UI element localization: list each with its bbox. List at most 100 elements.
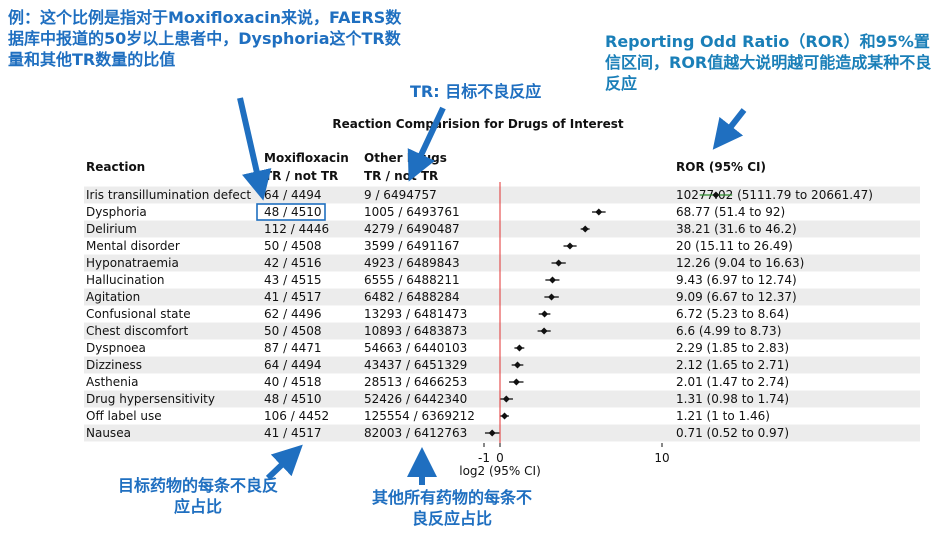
- point-estimate: [540, 327, 548, 335]
- x-axis: -1 0 10: [478, 443, 670, 465]
- drug-ratio: 48 / 4510: [264, 205, 321, 219]
- example-annotation: 例：这个比例是指对于Moxifloxacin来说，FAERS数据库中报道的50岁…: [8, 8, 402, 69]
- tr-annotation: TR: 目标不良反应: [410, 82, 542, 101]
- header-other: Other Drugs: [364, 151, 447, 165]
- reaction-label: Nausea: [86, 426, 131, 440]
- row-stripe: [84, 356, 920, 374]
- ror-value: 2.01 (1.47 to 2.74): [676, 375, 789, 389]
- reaction-label: Confusional state: [86, 307, 191, 321]
- reaction-label: Iris transillumination defect: [86, 188, 251, 202]
- point-estimate: [501, 412, 509, 420]
- chart-title: Reaction Comparision for Drugs of Intere…: [332, 117, 624, 131]
- row-stripe: [84, 254, 920, 272]
- row-stripe: [84, 322, 920, 340]
- drug-ratio: 41 / 4517: [264, 426, 321, 440]
- other-ratio: 54663 / 6440103: [364, 341, 467, 355]
- header-drug: Moxifloxacin: [264, 151, 349, 165]
- point-estimate: [513, 361, 521, 369]
- point-estimate: [512, 378, 520, 386]
- ror-value: 6.72 (5.23 to 8.64): [676, 307, 789, 321]
- drug-ratio: 50 / 4508: [264, 324, 321, 338]
- other-ratio: 82003 / 6412763: [364, 426, 467, 440]
- reaction-label: Drug hypersensitivity: [86, 392, 215, 406]
- arrow-to-drug-column: [265, 444, 303, 481]
- ci-marks: [484, 182, 733, 443]
- header-other-sub: TR / not TR: [364, 169, 438, 183]
- reaction-label: Dizziness: [86, 358, 142, 372]
- drug-ratio: 64 / 4494: [264, 188, 321, 202]
- arrow-to-ror: [712, 108, 747, 150]
- header-ror: ROR (95% CI): [676, 160, 766, 174]
- other-ratio: 13293 / 6481473: [364, 307, 467, 321]
- ror-value: 20 (15.11 to 26.49): [676, 239, 793, 253]
- reaction-label: Mental disorder: [86, 239, 180, 253]
- ror-value: 38.21 (31.6 to 46.2): [676, 222, 797, 236]
- row-stripe: [84, 220, 920, 238]
- x-axis-label: log2 (95% CI): [459, 464, 541, 478]
- reaction-label: Off label use: [86, 409, 162, 423]
- point-estimate: [595, 208, 603, 216]
- annotation-arrows: [237, 97, 747, 485]
- other-ratio: 43437 / 6451329: [364, 358, 467, 372]
- drug-ratio: 112 / 4446: [264, 222, 329, 236]
- row-stripe: [84, 186, 920, 204]
- point-estimate: [502, 395, 510, 403]
- reaction-label: Dyspnoea: [86, 341, 146, 355]
- other-ratio: 4923 / 6489843: [364, 256, 460, 270]
- other-ratio: 6482 / 6488284: [364, 290, 460, 304]
- ror-value: 6.6 (4.99 to 8.73): [676, 324, 781, 338]
- row-stripe: [84, 424, 920, 442]
- table-rows: Iris transillumination defect 64 / 4494 9 …: [86, 188, 873, 440]
- other-ratio: 3599 / 6491167: [364, 239, 460, 253]
- drug-ratio: 43 / 4515: [264, 273, 321, 287]
- ror-value: 2.29 (1.85 to 2.83): [676, 341, 789, 355]
- drug-ratio: 64 / 4494: [264, 358, 321, 372]
- point-estimate: [488, 429, 496, 437]
- point-estimate: [515, 344, 523, 352]
- x-tick-label: 0: [496, 451, 504, 465]
- reaction-label: Dysphoria: [86, 205, 147, 219]
- reaction-label: Delirium: [86, 222, 137, 236]
- drug-ratio: 48 / 4510: [264, 392, 321, 406]
- ror-value: 2.12 (1.65 to 2.71): [676, 358, 789, 372]
- other-ratio: 28513 / 6466253: [364, 375, 467, 389]
- x-tick-label: 10: [654, 451, 669, 465]
- point-estimate: [712, 191, 720, 199]
- reaction-label: Hyponatraemia: [86, 256, 179, 270]
- reaction-label: Hallucination: [86, 273, 165, 287]
- point-estimate: [541, 310, 549, 318]
- ror-value: 12.26 (9.04 to 16.63): [676, 256, 804, 270]
- other-ratio: 6555 / 6488211: [364, 273, 460, 287]
- drug-ratio: 42 / 4516: [264, 256, 321, 270]
- x-tick-label: -1: [478, 451, 490, 465]
- ror-value: 68.77 (51.4 to 92): [676, 205, 785, 219]
- other-ratio: 9 / 6494757: [364, 188, 437, 202]
- reaction-label: Asthenia: [86, 375, 138, 389]
- other-ratio: 10893 / 6483873: [364, 324, 467, 338]
- other-ratio: 4279 / 6490487: [364, 222, 460, 236]
- arrow-to-ratio: [237, 97, 272, 201]
- other-ratio: 125554 / 6369212: [364, 409, 475, 423]
- arrow-to-tr: [407, 106, 446, 182]
- point-estimate: [555, 259, 563, 267]
- point-estimate: [548, 293, 556, 301]
- point-estimate: [581, 225, 589, 233]
- reaction-label: Agitation: [86, 290, 140, 304]
- drug-ratio: 87 / 4471: [264, 341, 321, 355]
- header-drug-sub: TR / not TR: [264, 169, 338, 183]
- other-ratio: 1005 / 6493761: [364, 205, 460, 219]
- drug-ratio: 62 / 4496: [264, 307, 321, 321]
- ror-value: 1.21 (1 to 1.46): [676, 409, 770, 423]
- row-stripes: [84, 186, 920, 442]
- target-drug-annotation: 目标药物的每条不良反应占比: [118, 476, 279, 516]
- ror-value: 9.43 (6.97 to 12.74): [676, 273, 797, 287]
- point-estimate: [548, 276, 556, 284]
- reaction-label: Chest discomfort: [86, 324, 188, 338]
- point-estimate: [566, 242, 574, 250]
- ror-value: 0.71 (0.52 to 0.97): [676, 426, 789, 440]
- drug-ratio: 106 / 4452: [264, 409, 329, 423]
- row-stripe: [84, 288, 920, 306]
- header-reaction: Reaction: [86, 160, 145, 174]
- drug-ratio: 50 / 4508: [264, 239, 321, 253]
- ror-value: 10277.02 (5111.79 to 20661.47): [676, 188, 873, 202]
